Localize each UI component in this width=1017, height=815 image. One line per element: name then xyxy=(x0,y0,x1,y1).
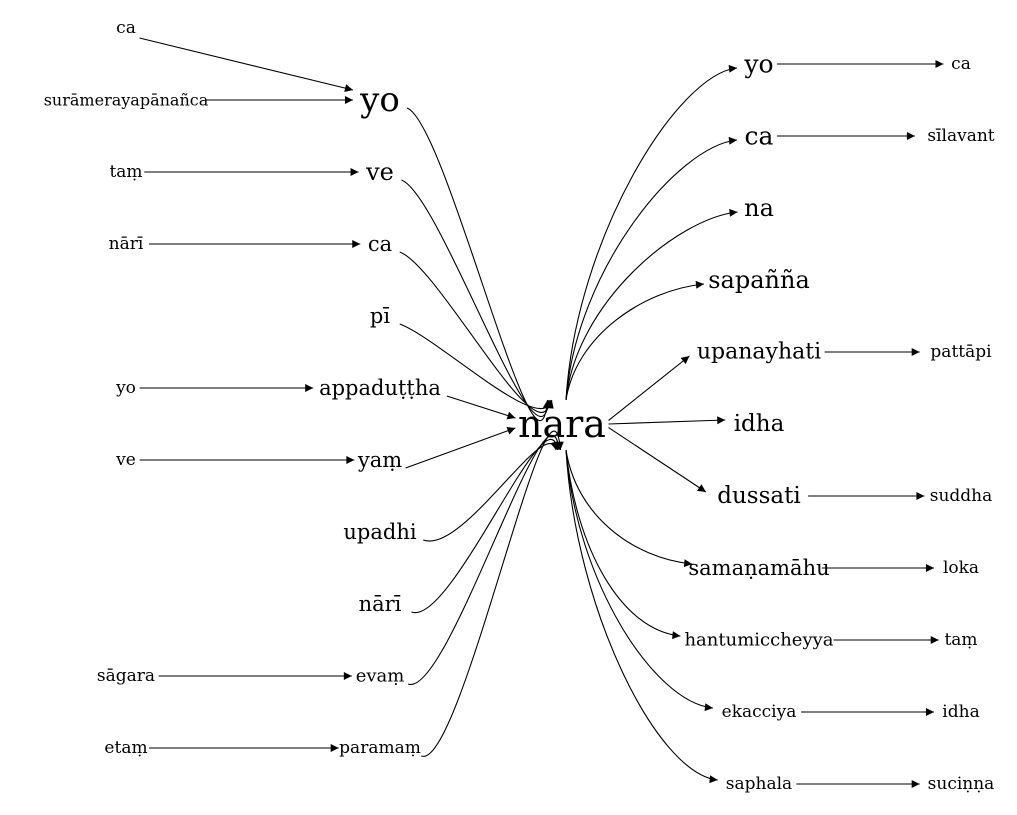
node-ca-1: ca xyxy=(116,18,136,38)
node-pi: pī xyxy=(370,304,390,328)
edge-nara-to-sapanna xyxy=(565,280,705,401)
node-tam-r: taṃ xyxy=(944,630,977,650)
edge-nara-to-idha-r xyxy=(608,416,726,425)
nodes: ca surāmerayapānañca taṃ nārī yo ve sāgara etaṃ… xyxy=(44,18,995,794)
node-evam: evaṃ xyxy=(356,666,405,687)
node-ve-2: ve xyxy=(115,450,136,470)
node-na-r: na xyxy=(744,194,774,222)
edge-ca-l-to-nara xyxy=(399,251,554,413)
edge-nara-to-upanayhati xyxy=(608,355,690,421)
node-yo-2: yo xyxy=(115,378,136,398)
edge-yo-l-to-nara xyxy=(406,107,551,422)
edge-paramam-to-nara xyxy=(421,430,564,757)
edge-ca-1-to-yo-l xyxy=(139,37,354,92)
edge-upadhi-to-nara xyxy=(423,441,558,542)
edge-nara-to-hantumiccheyya xyxy=(565,449,681,640)
node-saphala: saphala xyxy=(726,774,792,794)
node-nara: nara xyxy=(518,402,606,446)
node-ca-r: ca xyxy=(745,122,774,151)
edge-ve-l-to-nara xyxy=(401,179,553,417)
node-upadhi: upadhi xyxy=(343,520,416,544)
node-idha-r: idha xyxy=(734,411,785,437)
node-hantumiccheyya: hantumiccheyya xyxy=(684,630,833,651)
node-sapanna: sapañña xyxy=(708,266,810,294)
edge-nara-to-saphala xyxy=(565,449,718,784)
node-appaduttha: appaduṭṭha xyxy=(319,376,441,400)
node-ca-rr: ca xyxy=(951,54,971,74)
edges xyxy=(139,37,944,788)
edge-appaduttha-to-nara xyxy=(446,395,516,420)
edge-nara-to-ca-r xyxy=(565,136,738,401)
edge-yam-to-nara xyxy=(405,426,516,469)
node-ca-l: ca xyxy=(368,232,392,256)
node-yam: yaṃ xyxy=(357,448,402,472)
node-etam: etaṃ xyxy=(104,738,147,758)
node-ve-l: ve xyxy=(365,158,394,186)
node-paramam: paramaṃ xyxy=(339,738,421,758)
node-silavant: sīlavant xyxy=(927,126,994,146)
edge-nari-l-to-nara xyxy=(411,439,561,613)
edge-nara-to-na-r xyxy=(565,208,738,401)
edge-nara-to-samanamahu xyxy=(565,449,693,568)
edge-nara-to-yo-r xyxy=(565,64,738,401)
node-dussati: dussati xyxy=(717,483,800,509)
node-nari-1: nārī xyxy=(109,234,144,254)
edge-nara-to-ekacciya xyxy=(565,449,713,712)
node-yo-l: yo xyxy=(359,80,400,120)
node-suddha: suddha xyxy=(930,486,993,506)
edge-nara-to-dussati xyxy=(608,427,707,493)
node-loka: loka xyxy=(943,558,979,578)
edge-evam-to-nara xyxy=(407,435,563,685)
node-tam-1: taṃ xyxy=(109,162,142,182)
node-upanayhati: upanayhati xyxy=(697,340,821,365)
node-suramerayapananca: surāmerayapānañca xyxy=(44,91,209,110)
node-sagara: sāgara xyxy=(97,666,155,686)
node-idha-rr: idha xyxy=(942,702,979,722)
node-yo-r: yo xyxy=(743,50,773,79)
edge-pi-to-nara xyxy=(399,323,554,409)
node-samanamahu: samaṇamāhu xyxy=(688,556,829,580)
node-sucinna: suciṇṇa xyxy=(928,774,995,794)
node-pattapi: pattāpi xyxy=(930,342,992,362)
node-nari-l: nārī xyxy=(359,592,402,616)
node-ekacciya: ekacciya xyxy=(722,702,797,722)
